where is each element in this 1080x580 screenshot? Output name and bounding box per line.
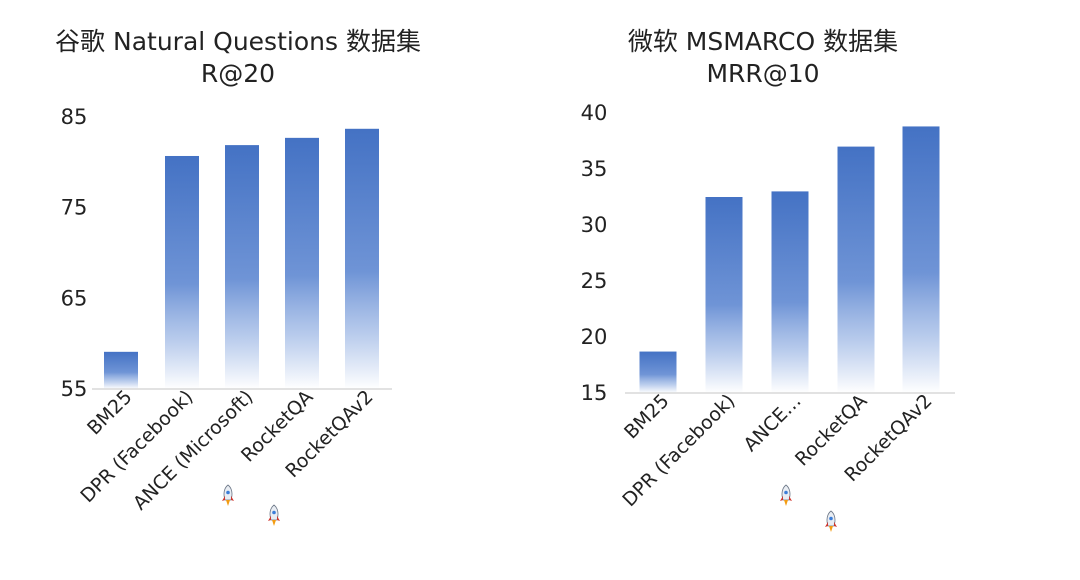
chart1-y-ticks: 85 75 65 55 — [61, 105, 88, 401]
rocket-icon — [222, 484, 234, 506]
chart1-title: 谷歌 Natural Questions 数据集 — [55, 27, 421, 56]
rocket-icon — [268, 504, 280, 526]
bar-rocketqa — [285, 137, 319, 389]
chart2-title: 微软 MSMARCO 数据集 — [628, 27, 898, 56]
y-tick-label: 30 — [581, 213, 608, 237]
category-label: ANCE… — [739, 390, 805, 456]
y-tick-label: 20 — [581, 325, 608, 349]
bar-bm25 — [639, 351, 677, 393]
rocket-icon — [780, 484, 792, 506]
chart-natural-questions: 谷歌 Natural Questions 数据集 R@20 85 75 65 55 B… — [55, 27, 421, 526]
bar-ance — [771, 191, 809, 393]
bar-rocketqa — [837, 146, 875, 393]
y-tick-label: 40 — [581, 101, 608, 125]
chart2-bars — [639, 126, 940, 393]
bar-bm25 — [104, 351, 138, 389]
chart-msmarco: 微软 MSMARCO 数据集 MRR@10 40 35 30 25 20 15 BM25D… — [581, 27, 955, 532]
bar-rocketqav2 — [345, 128, 379, 389]
y-tick-label: 35 — [581, 157, 608, 181]
chart1-bars — [104, 128, 379, 389]
category-label: DPR (Facebook) — [76, 386, 197, 507]
chart2-subtitle: MRR@10 — [706, 59, 819, 88]
bar-ance-microsoft — [225, 145, 259, 389]
y-tick-label: 75 — [61, 196, 88, 220]
y-tick-label: 25 — [581, 269, 608, 293]
category-label: BM25 — [83, 386, 136, 439]
y-tick-label: 85 — [61, 105, 88, 129]
category-label: DPR (Facebook) — [618, 390, 739, 511]
y-tick-label: 65 — [61, 286, 88, 310]
y-tick-label: 15 — [581, 381, 608, 405]
bar-dpr-facebook — [165, 155, 199, 389]
bar-dpr-facebook — [705, 197, 743, 393]
y-tick-label: 55 — [61, 377, 88, 401]
bar-rocketqav2 — [902, 126, 940, 393]
rocket-icon — [825, 510, 837, 532]
category-label: BM25 — [620, 390, 673, 443]
chart1-subtitle: R@20 — [201, 59, 275, 88]
chart2-y-ticks: 40 35 30 25 20 15 — [581, 101, 608, 405]
